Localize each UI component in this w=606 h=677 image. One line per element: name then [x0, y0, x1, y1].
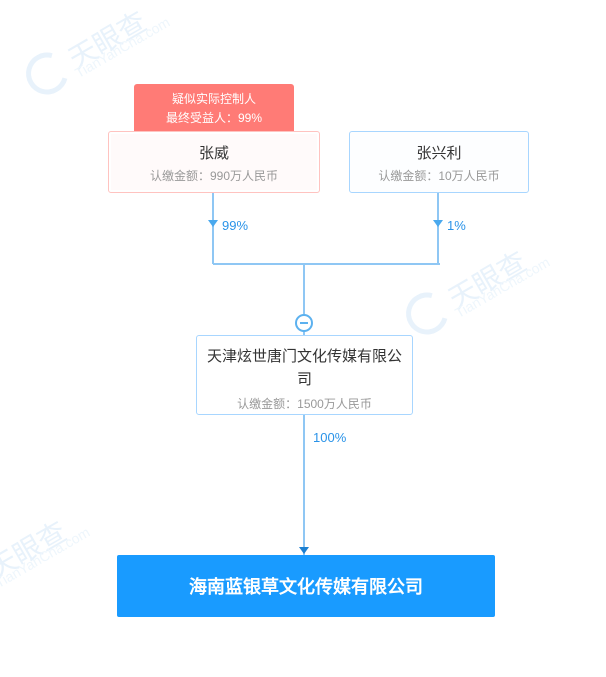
controller-tag: 疑似实际控制人 最终受益人：99% [134, 84, 294, 132]
watermark-sub: TianYanCha.com [452, 254, 552, 321]
edge-line [213, 263, 440, 265]
controller-tag-line2: 最终受益人：99% [144, 109, 284, 128]
watermark-sub: TianYanCha.com [72, 14, 172, 81]
edge-line [437, 193, 439, 264]
person-b-name: 张兴利 [350, 132, 528, 167]
edge-percent-mid: 100% [313, 430, 346, 445]
person-b-capital: 认缴金额：10万人民币 [350, 167, 528, 194]
node-person-b[interactable]: 张兴利 认缴金额：10万人民币 [349, 131, 529, 193]
arrow-icon [299, 547, 309, 554]
watermark: 天眼查 TianYanCha.com [0, 510, 74, 612]
watermark-text: 天眼查 [60, 1, 153, 78]
company-mid-name: 天津炫世唐门文化传媒有限公司 [197, 336, 412, 395]
target-name: 海南蓝银草文化传媒有限公司 [189, 573, 423, 599]
watermark-text: 天眼查 [440, 241, 533, 318]
person-a-capital: 认缴金额：990万人民币 [109, 167, 319, 194]
arrow-icon [433, 220, 443, 227]
watermark-sub: TianYanCha.com [0, 524, 93, 591]
watermark-text: 天眼查 [0, 511, 73, 588]
edge-line [212, 193, 214, 264]
node-target-company[interactable]: 海南蓝银草文化传媒有限公司 [117, 555, 495, 617]
node-company-mid[interactable]: 天津炫世唐门文化传媒有限公司 认缴金额：1500万人民币 [196, 335, 413, 415]
edge-percent-b: 1% [447, 218, 466, 233]
node-person-a[interactable]: 张威 认缴金额：990万人民币 [108, 131, 320, 193]
controller-tag-line1: 疑似实际控制人 [144, 90, 284, 109]
edge-line [303, 415, 305, 555]
arrow-icon [208, 220, 218, 227]
edge-percent-a: 99% [222, 218, 248, 233]
watermark: 天眼查 TianYanCha.com [398, 240, 533, 342]
person-a-name: 张威 [109, 132, 319, 167]
collapse-node-icon[interactable] [295, 314, 313, 332]
